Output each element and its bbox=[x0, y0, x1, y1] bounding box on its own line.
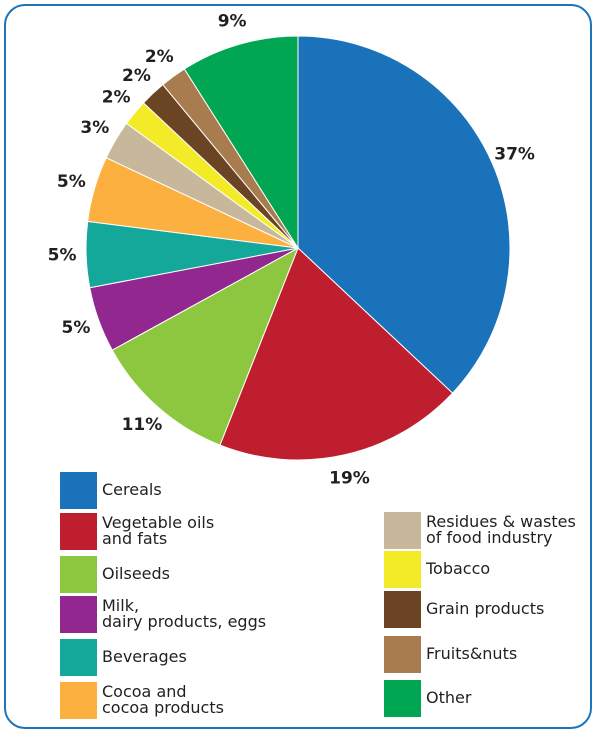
legend-label: Tobacco bbox=[426, 559, 491, 578]
legend-label: Other bbox=[426, 688, 472, 707]
legend-item: Grain products bbox=[384, 590, 544, 628]
value-label: 19% bbox=[329, 468, 370, 488]
legend-swatch bbox=[60, 681, 97, 719]
legend-swatch bbox=[60, 595, 97, 633]
pie-slice bbox=[111, 246, 299, 446]
value-label: 5% bbox=[62, 318, 91, 338]
legend-item: Other bbox=[384, 679, 471, 717]
legend-swatch bbox=[60, 471, 97, 509]
legend-item: Cereals bbox=[60, 471, 162, 509]
legend-item: Fruits&nuts bbox=[384, 635, 517, 673]
legend-label: Grain products bbox=[426, 599, 545, 618]
legend-swatch bbox=[384, 635, 421, 673]
legend-item: Oilseeds bbox=[60, 555, 170, 593]
value-label: 11% bbox=[122, 415, 163, 435]
legend-swatch bbox=[384, 679, 421, 717]
legend-label: Cereals bbox=[102, 480, 162, 499]
value-label: 9% bbox=[218, 11, 247, 31]
pie-slice bbox=[219, 247, 454, 461]
pie-slice bbox=[183, 35, 299, 250]
legend-label: Oilseeds bbox=[102, 564, 170, 583]
legend-item: Milk, dairy products, eggs bbox=[60, 595, 266, 633]
frame bbox=[4, 4, 592, 729]
legend-item: Tobacco bbox=[384, 550, 490, 588]
value-label: 2% bbox=[102, 88, 131, 108]
value-label: 3% bbox=[80, 118, 109, 138]
legend-label: Cocoa and cocoa products bbox=[102, 682, 224, 717]
legend-item: Cocoa and cocoa products bbox=[60, 681, 224, 719]
pie-slice bbox=[297, 35, 511, 394]
legend-item: Vegetable oils and fats bbox=[60, 512, 214, 550]
legend-swatch bbox=[60, 512, 97, 550]
legend-label: Beverages bbox=[102, 647, 187, 666]
legend-swatch bbox=[384, 590, 421, 628]
value-label: 2% bbox=[122, 66, 151, 86]
legend-item: Beverages bbox=[60, 638, 187, 676]
value-label: 5% bbox=[48, 245, 77, 265]
value-label: 2% bbox=[145, 47, 174, 67]
legend-label: Vegetable oils and fats bbox=[102, 513, 215, 548]
legend-label: Fruits&nuts bbox=[426, 644, 518, 663]
legend-item: Residues & wastes of food industry bbox=[384, 511, 576, 549]
legend-label: Residues & wastes of food industry bbox=[426, 512, 576, 547]
legend-label: Milk, dairy products, eggs bbox=[102, 596, 267, 631]
value-label: 5% bbox=[57, 172, 86, 192]
legend-swatch bbox=[60, 555, 97, 593]
legend-swatch bbox=[384, 550, 421, 588]
value-label: 37% bbox=[494, 144, 535, 164]
legend-swatch bbox=[60, 638, 97, 676]
legend-swatch bbox=[384, 511, 421, 549]
